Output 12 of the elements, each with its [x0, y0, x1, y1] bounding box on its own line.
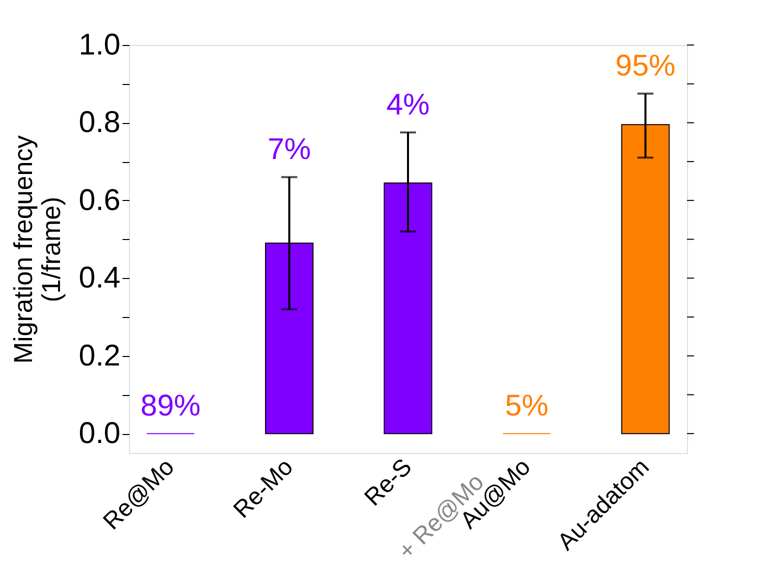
y-tick-label: 0.8 [78, 106, 120, 140]
y-tick-label: 0.4 [78, 262, 120, 295]
annotation: 7% [268, 133, 311, 166]
y-tick-label: 1.0 [78, 28, 120, 62]
y-tick-label: 0.6 [78, 184, 120, 217]
y-axis-title: Migration frequency (1/frame) [8, 135, 66, 364]
y-tick-label: 0.0 [78, 417, 120, 450]
annotation: 89% [140, 390, 201, 423]
annotation: 4% [386, 88, 430, 122]
annotation: 95% [615, 50, 676, 83]
annotation: 5% [505, 390, 548, 423]
y-tick-label: 0.2 [78, 339, 120, 372]
